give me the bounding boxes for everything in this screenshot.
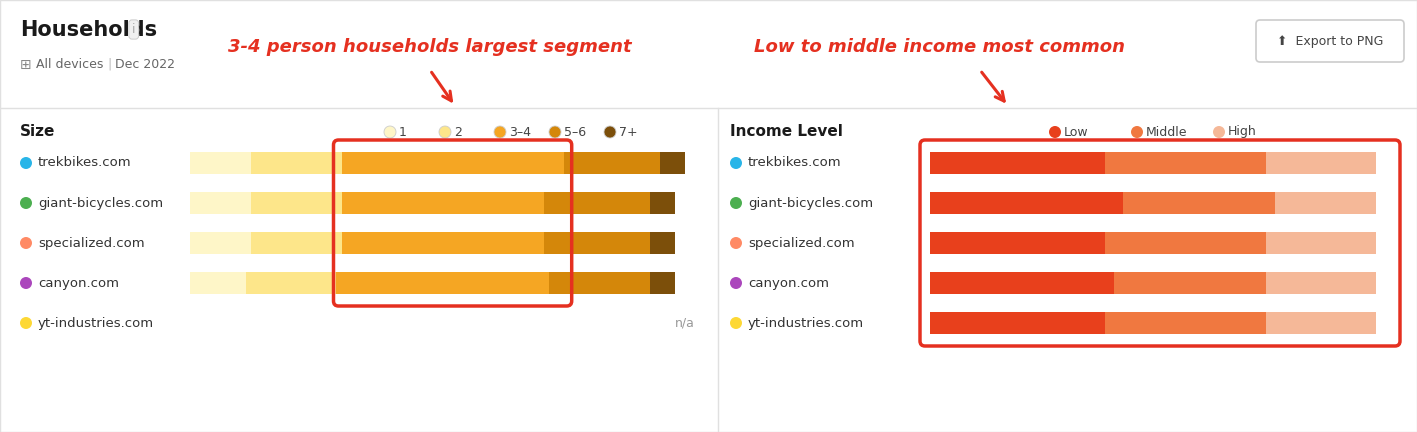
- Text: 5–6: 5–6: [564, 126, 587, 139]
- Bar: [930, 192, 1124, 214]
- Circle shape: [20, 237, 33, 249]
- Bar: [544, 192, 649, 214]
- Text: ⊞: ⊞: [20, 58, 31, 72]
- Text: Low: Low: [1064, 126, 1088, 139]
- Bar: [1114, 272, 1265, 294]
- Text: Low to middle income most common: Low to middle income most common: [754, 38, 1125, 56]
- Bar: [930, 272, 1114, 294]
- Text: specialized.com: specialized.com: [38, 236, 145, 250]
- Text: giant-bicycles.com: giant-bicycles.com: [748, 197, 873, 210]
- Bar: [548, 272, 649, 294]
- Circle shape: [1213, 126, 1226, 138]
- Text: trekbikes.com: trekbikes.com: [748, 156, 842, 169]
- Bar: [251, 232, 341, 254]
- Bar: [930, 312, 1105, 334]
- Circle shape: [20, 197, 33, 209]
- Bar: [930, 152, 1105, 174]
- Bar: [190, 152, 251, 174]
- Bar: [245, 272, 336, 294]
- Circle shape: [495, 126, 506, 138]
- Text: i: i: [132, 23, 136, 36]
- Bar: [0, 0, 1417, 108]
- Bar: [1105, 312, 1265, 334]
- Text: Households: Households: [20, 20, 157, 40]
- Circle shape: [1131, 126, 1144, 138]
- Bar: [1265, 152, 1376, 174]
- FancyBboxPatch shape: [1255, 20, 1404, 62]
- Circle shape: [20, 277, 33, 289]
- Text: yt-industries.com: yt-industries.com: [748, 317, 864, 330]
- Text: Income Level: Income Level: [730, 124, 843, 139]
- Text: All devices: All devices: [35, 58, 103, 71]
- Circle shape: [730, 277, 743, 289]
- Text: Middle: Middle: [1146, 126, 1187, 139]
- Bar: [341, 232, 544, 254]
- Text: 1: 1: [400, 126, 407, 139]
- Text: 3–4: 3–4: [509, 126, 531, 139]
- Text: |: |: [108, 58, 112, 71]
- Circle shape: [730, 197, 743, 209]
- Text: giant-bicycles.com: giant-bicycles.com: [38, 197, 163, 210]
- Bar: [649, 232, 674, 254]
- Circle shape: [20, 157, 33, 169]
- Text: trekbikes.com: trekbikes.com: [38, 156, 132, 169]
- Bar: [251, 192, 341, 214]
- Circle shape: [20, 317, 33, 329]
- Text: specialized.com: specialized.com: [748, 236, 854, 250]
- Bar: [564, 152, 660, 174]
- Bar: [1265, 232, 1376, 254]
- Text: yt-industries.com: yt-industries.com: [38, 317, 154, 330]
- Bar: [930, 232, 1105, 254]
- Bar: [1265, 312, 1376, 334]
- Bar: [190, 232, 251, 254]
- Text: ⬆  Export to PNG: ⬆ Export to PNG: [1277, 35, 1383, 48]
- Text: 2: 2: [453, 126, 462, 139]
- Bar: [649, 272, 674, 294]
- Bar: [1124, 192, 1275, 214]
- Bar: [341, 152, 564, 174]
- Circle shape: [730, 317, 743, 329]
- Text: 3-4 person households largest segment: 3-4 person households largest segment: [228, 38, 632, 56]
- Text: canyon.com: canyon.com: [38, 276, 119, 289]
- Bar: [1105, 152, 1265, 174]
- Bar: [1275, 192, 1376, 214]
- Circle shape: [730, 157, 743, 169]
- Bar: [1105, 232, 1265, 254]
- Bar: [336, 272, 548, 294]
- Bar: [190, 192, 251, 214]
- Text: High: High: [1229, 126, 1257, 139]
- Bar: [1265, 272, 1376, 294]
- Circle shape: [730, 237, 743, 249]
- Bar: [660, 152, 684, 174]
- Circle shape: [439, 126, 451, 138]
- Circle shape: [604, 126, 616, 138]
- Text: Dec 2022: Dec 2022: [115, 58, 176, 71]
- Text: n/a: n/a: [674, 317, 694, 330]
- Text: canyon.com: canyon.com: [748, 276, 829, 289]
- Bar: [190, 272, 245, 294]
- Bar: [649, 192, 674, 214]
- Bar: [544, 232, 649, 254]
- Text: 7+: 7+: [619, 126, 638, 139]
- Circle shape: [384, 126, 395, 138]
- Bar: [341, 192, 544, 214]
- Text: Size: Size: [20, 124, 55, 139]
- Bar: [251, 152, 341, 174]
- Circle shape: [1049, 126, 1061, 138]
- Circle shape: [548, 126, 561, 138]
